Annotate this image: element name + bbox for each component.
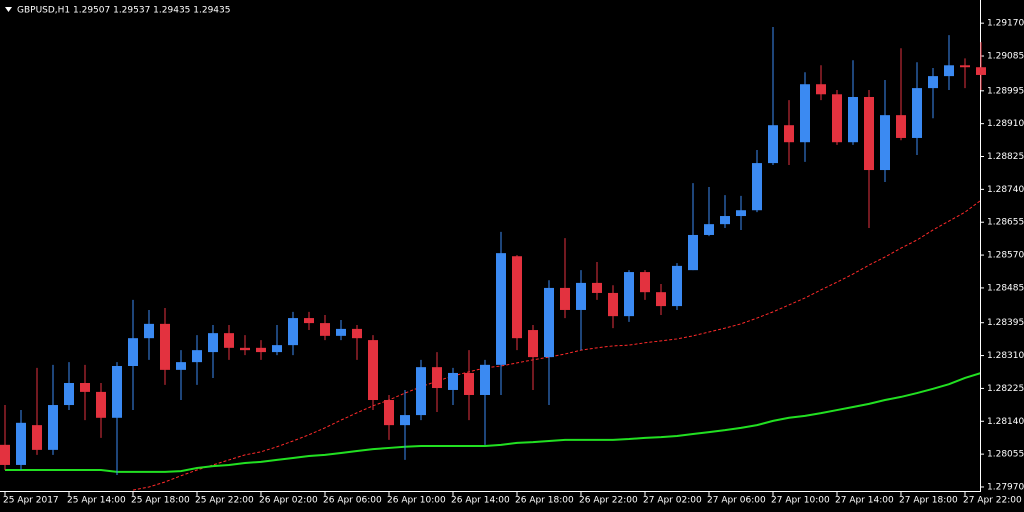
x-tick-label: 27 Apr 18:00	[899, 496, 958, 506]
x-tick-label: 26 Apr 06:00	[323, 496, 382, 506]
x-tick-label: 26 Apr 02:00	[259, 496, 318, 506]
x-tick-label: 26 Apr 14:00	[451, 496, 510, 506]
candle-body	[288, 318, 298, 346]
candle-body	[720, 216, 730, 225]
candle-body	[736, 210, 746, 217]
candle-body	[912, 88, 922, 138]
candle-body	[160, 323, 170, 370]
moving-average	[132, 200, 980, 491]
candle-body	[880, 115, 890, 171]
y-tick-label: 1.27970	[987, 482, 1024, 492]
candle-body	[16, 422, 26, 465]
candle-body	[368, 340, 378, 401]
candle-body	[928, 76, 938, 89]
x-tick-label: 27 Apr 06:00	[707, 496, 766, 506]
candle-body	[128, 338, 138, 366]
y-tick-label: 1.28395	[987, 318, 1024, 328]
y-tick-label: 1.28570	[987, 251, 1024, 261]
candle-body	[448, 372, 458, 390]
candle-body	[512, 256, 522, 339]
x-tick-label: 26 Apr 22:00	[579, 496, 638, 506]
x-tick-label: 25 Apr 22:00	[195, 496, 254, 506]
candle-body	[816, 84, 826, 95]
x-tick-label: 25 Apr 2017	[3, 496, 59, 506]
candle-body	[688, 234, 698, 271]
y-tick-label: 1.28740	[987, 185, 1024, 195]
candle-body	[496, 253, 506, 365]
candle-body	[800, 84, 810, 143]
candle-body	[544, 287, 554, 358]
x-tick-label: 27 Apr 10:00	[771, 496, 830, 506]
candle-body	[560, 287, 570, 310]
candle-body	[0, 444, 10, 465]
candle-body	[64, 383, 74, 406]
candle-body	[32, 425, 42, 450]
candle-body	[832, 94, 842, 143]
x-tick-label: 26 Apr 18:00	[515, 496, 574, 506]
candle-body	[336, 328, 346, 336]
candle-body	[384, 400, 394, 426]
y-tick-label: 1.28995	[987, 86, 1024, 96]
candle-body	[80, 383, 90, 392]
y-tick-label: 1.29170	[987, 19, 1024, 29]
candle-body	[240, 347, 250, 351]
candle-body	[656, 292, 666, 307]
candle-body	[256, 347, 266, 353]
candle-body	[320, 323, 330, 336]
x-tick-label: 27 Apr 02:00	[643, 496, 702, 506]
candle-body	[896, 115, 906, 138]
candle-body	[176, 362, 186, 370]
candle-body	[608, 292, 618, 317]
candle-body	[144, 323, 154, 339]
candle-body	[528, 330, 538, 358]
candle-body	[576, 282, 586, 310]
candle-body	[768, 125, 778, 164]
candle-body	[272, 345, 282, 353]
x-tick-label: 27 Apr 22:00	[963, 496, 1022, 506]
y-tick-label: 1.28055	[987, 450, 1024, 460]
candle-body	[416, 367, 426, 416]
candle-body	[208, 333, 218, 353]
candle-body	[192, 350, 202, 363]
candle-body	[848, 96, 858, 143]
x-tick-label: 27 Apr 14:00	[835, 496, 894, 506]
x-tick-label: 25 Apr 18:00	[131, 496, 190, 506]
candle-body	[304, 318, 314, 324]
x-tick-label: 25 Apr 14:00	[67, 496, 126, 506]
moving-average	[5, 372, 980, 473]
y-tick-label: 1.28655	[987, 218, 1024, 228]
candle-body	[864, 96, 874, 171]
candle-body	[224, 333, 234, 348]
candle-body	[96, 391, 106, 418]
candle-body	[704, 224, 714, 235]
y-tick-label: 1.28910	[987, 119, 1024, 129]
candle-body	[352, 328, 362, 339]
y-tick-label: 1.28310	[987, 351, 1024, 361]
candle-body	[960, 65, 970, 68]
x-tick-label: 26 Apr 10:00	[387, 496, 446, 506]
y-tick-label: 1.28485	[987, 283, 1024, 293]
y-tick-label: 1.28825	[987, 152, 1024, 162]
candle-body	[112, 365, 122, 418]
chart-title: GBPUSD,H1 1.29507 1.29537 1.29435 1.2943…	[17, 6, 230, 16]
candle-body	[944, 65, 954, 77]
candle-body	[624, 272, 634, 317]
menu-arrow[interactable]	[5, 7, 12, 12]
candle-body	[48, 405, 58, 450]
candle-body	[784, 125, 794, 143]
candle-body	[480, 364, 490, 395]
candle-body	[400, 415, 410, 426]
candle-body	[592, 282, 602, 293]
candle-body	[752, 163, 762, 211]
candle-body	[640, 272, 650, 293]
y-tick-label: 1.28140	[987, 417, 1024, 427]
candle-body	[976, 67, 986, 75]
candle-body	[672, 265, 682, 307]
candle-body	[432, 367, 442, 389]
y-tick-label: 1.29085	[987, 52, 1024, 62]
candle-body	[464, 372, 474, 395]
y-tick-label: 1.28225	[987, 384, 1024, 394]
